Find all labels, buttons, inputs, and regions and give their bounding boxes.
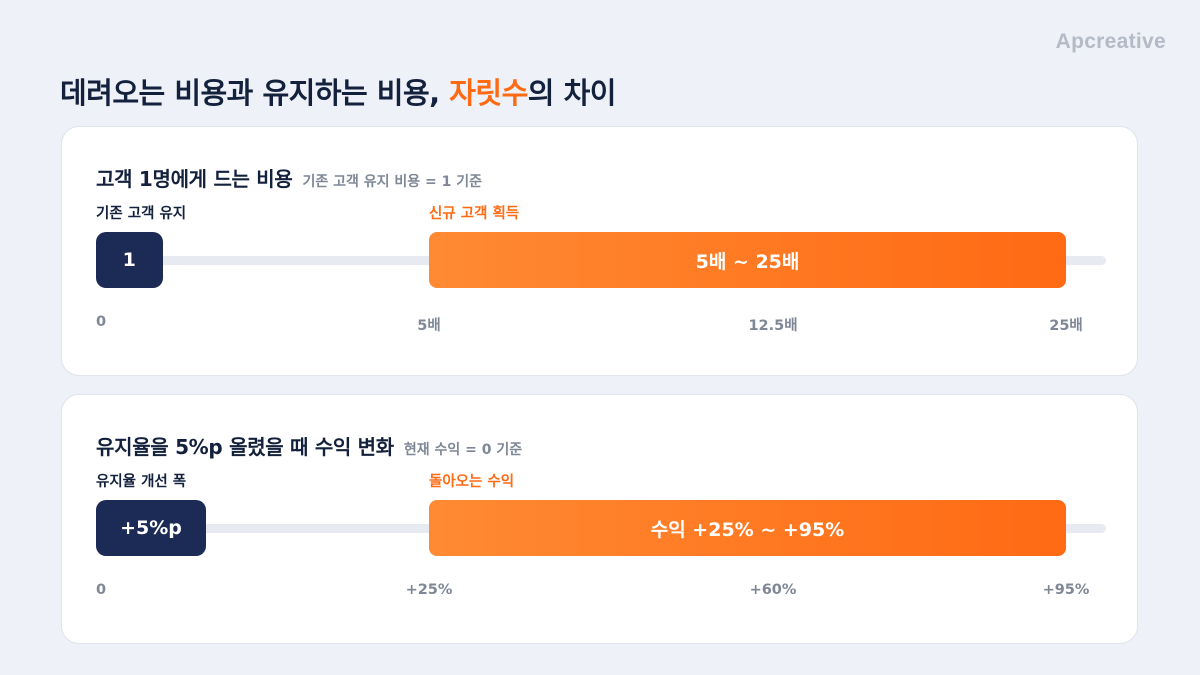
improvement-label: 유지율 개선 폭: [96, 474, 187, 490]
revenue-card-title: 유지율을 5%p 올렸을 때 수익 변화: [96, 435, 394, 459]
cost-card-title: 고객 1명에게 드는 비용: [96, 167, 293, 191]
title-accent: 자릿수: [449, 76, 528, 110]
page-title: 데려오는 비용과 유지하는 비용, 자릿수의 차이: [60, 70, 616, 112]
revenue-card: 유지율을 5%p 올렸을 때 수익 변화 현재 수익 = 0 기준 유지율 개선…: [61, 394, 1138, 644]
tick-label: 5배: [417, 318, 441, 334]
title-suffix: 의 차이: [527, 76, 617, 110]
cost-card-subtitle: 기존 고객 유지 비용 = 1 기준: [302, 174, 483, 190]
acquisition-bar: 5배 ~ 25배: [429, 232, 1066, 288]
tick-label: 0: [96, 582, 107, 598]
acquisition-label: 신규 고객 획득: [429, 206, 520, 222]
tick-label: +25%: [405, 582, 453, 598]
brand-logo: Apcreative: [1055, 30, 1166, 53]
revenue-card-subtitle: 현재 수익 = 0 기준: [403, 442, 523, 458]
retention-bar: 1: [96, 232, 163, 288]
improvement-bar: +5%p: [96, 500, 206, 556]
tick-label: +60%: [749, 582, 797, 598]
title-prefix: 데려오는 비용과 유지하는 비용,: [60, 76, 450, 110]
return-label: 돌아오는 수익: [429, 474, 515, 490]
revenue-card-header: 유지율을 5%p 올렸을 때 수익 변화 현재 수익 = 0 기준: [96, 431, 522, 460]
cost-card-header: 고객 1명에게 드는 비용 기존 고객 유지 비용 = 1 기준: [96, 163, 482, 192]
return-bar: 수익 +25% ~ +95%: [429, 500, 1066, 556]
tick-label: 25배: [1049, 318, 1083, 334]
cost-card: 고객 1명에게 드는 비용 기존 고객 유지 비용 = 1 기준 기존 고객 유…: [61, 126, 1138, 376]
tick-label: 0: [96, 314, 107, 330]
tick-label: +95%: [1042, 582, 1090, 598]
retention-label: 기존 고객 유지: [96, 206, 187, 222]
tick-label: 12.5배: [748, 318, 798, 334]
